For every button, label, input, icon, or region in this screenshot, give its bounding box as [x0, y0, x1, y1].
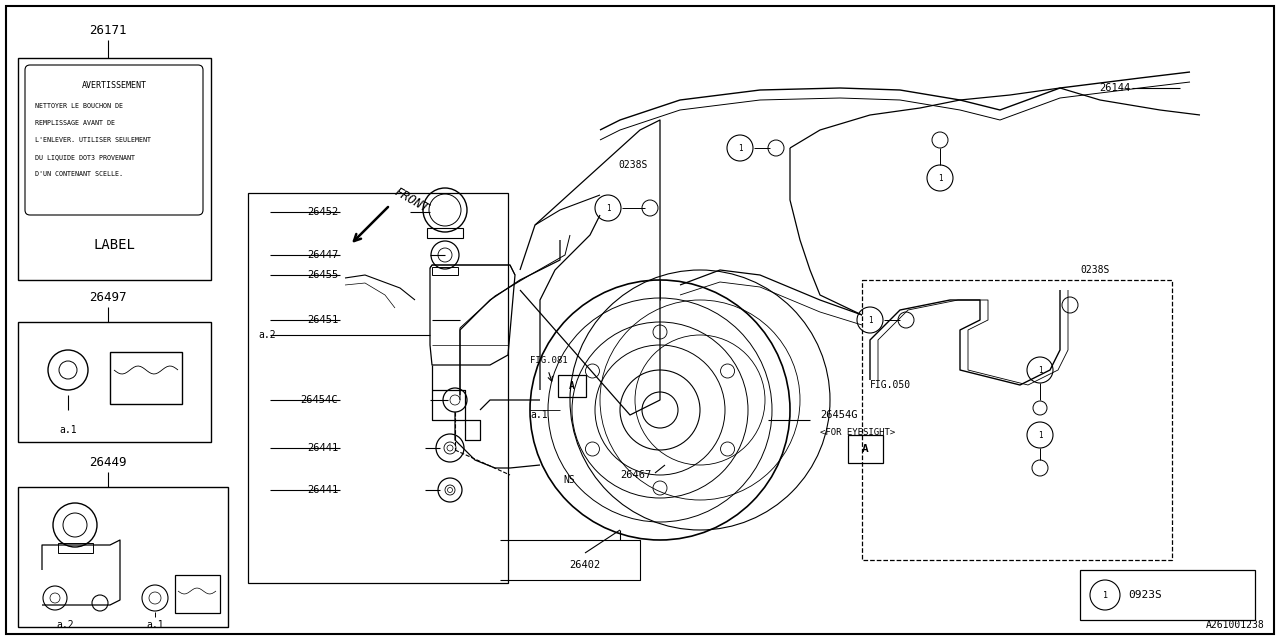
Text: 0238S: 0238S	[1080, 265, 1110, 275]
Text: 0923S: 0923S	[1128, 590, 1162, 600]
Text: NS: NS	[563, 475, 575, 485]
Text: 26171: 26171	[90, 24, 127, 36]
Text: A261001238: A261001238	[1206, 620, 1265, 630]
Text: a.2: a.2	[56, 620, 74, 630]
Text: FIG.081: FIG.081	[530, 355, 567, 365]
Text: 26454G: 26454G	[820, 410, 858, 420]
Text: 26402: 26402	[570, 560, 600, 570]
Text: 1: 1	[938, 173, 942, 182]
Text: FRONT: FRONT	[392, 185, 431, 215]
Bar	[18, 322, 211, 442]
Bar	[849, 435, 883, 463]
Text: 26497: 26497	[90, 291, 127, 303]
Text: 1: 1	[868, 316, 872, 324]
Bar	[58, 543, 93, 553]
Text: D'UN CONTENANT SCELLE.: D'UN CONTENANT SCELLE.	[35, 171, 123, 177]
Text: 1: 1	[1102, 591, 1107, 600]
Text: 1: 1	[605, 204, 611, 212]
Bar	[175, 575, 220, 613]
Text: 1: 1	[1038, 431, 1042, 440]
Text: 0238S: 0238S	[618, 160, 648, 170]
Bar	[428, 228, 463, 238]
Bar	[433, 267, 458, 275]
Bar	[1080, 570, 1254, 620]
Text: LABEL: LABEL	[93, 238, 134, 252]
Bar	[18, 58, 211, 280]
Bar	[558, 375, 586, 397]
Text: <FOR EYESIGHT>: <FOR EYESIGHT>	[820, 428, 895, 436]
Text: DU LIQUIDE DOT3 PROVENANT: DU LIQUIDE DOT3 PROVENANT	[35, 154, 134, 160]
Text: a.1: a.1	[530, 410, 548, 420]
Bar	[18, 487, 228, 627]
Text: L'ENLEVER. UTILISER SEULEMENT: L'ENLEVER. UTILISER SEULEMENT	[35, 137, 151, 143]
Text: 26441: 26441	[307, 485, 338, 495]
Text: NETTOYER LE BOUCHON DE: NETTOYER LE BOUCHON DE	[35, 103, 123, 109]
Text: 26451: 26451	[307, 315, 338, 325]
Text: AVERTISSEMENT: AVERTISSEMENT	[82, 81, 146, 90]
Bar	[248, 193, 508, 583]
Text: FIG.050: FIG.050	[870, 380, 911, 390]
Bar	[110, 352, 182, 404]
Text: 26447: 26447	[307, 250, 338, 260]
Text: 26144: 26144	[1098, 83, 1130, 93]
Text: 26449: 26449	[90, 456, 127, 468]
Text: 26455: 26455	[307, 270, 338, 280]
Text: A: A	[570, 381, 575, 391]
Text: a.1: a.1	[146, 620, 164, 630]
Text: 1: 1	[737, 143, 742, 152]
Text: 26454C: 26454C	[301, 395, 338, 405]
Text: a.1: a.1	[59, 425, 77, 435]
Text: 1: 1	[1038, 365, 1042, 374]
Text: 26452: 26452	[307, 207, 338, 217]
Text: 26467: 26467	[620, 470, 652, 480]
Text: REMPLISSAGE AVANT DE: REMPLISSAGE AVANT DE	[35, 120, 115, 126]
Text: a.2: a.2	[259, 330, 275, 340]
Bar	[861, 280, 1172, 560]
Text: A: A	[861, 444, 868, 454]
Text: 26441: 26441	[307, 443, 338, 453]
